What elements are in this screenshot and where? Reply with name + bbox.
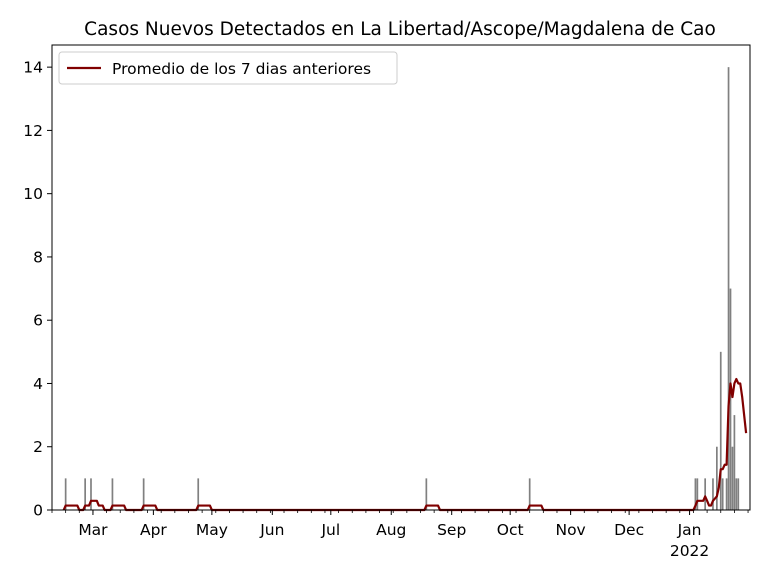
x-tick-label: Aug bbox=[376, 521, 406, 539]
bar bbox=[111, 478, 114, 510]
bar bbox=[90, 478, 92, 510]
y-tick-label: 14 bbox=[23, 59, 43, 77]
x-tick-year-label: 2022 bbox=[670, 542, 709, 560]
plot-area bbox=[64, 67, 740, 510]
x-tick-label: Jun bbox=[259, 521, 284, 539]
chart-title: Casos Nuevos Detectados en La Libertad/A… bbox=[84, 19, 716, 40]
x-axis: Mar Apr May Jun Jul Aug Sep Oct Nov Dec Jan 2022 bbox=[51, 510, 749, 560]
legend-label: Promedio de los 7 dias anteriores bbox=[112, 60, 371, 78]
bar bbox=[737, 478, 740, 510]
bar bbox=[735, 478, 738, 510]
bar bbox=[704, 478, 707, 510]
x-tick-label: Jul bbox=[320, 521, 340, 539]
bar bbox=[528, 478, 531, 510]
x-tick-label: Oct bbox=[497, 521, 524, 539]
bar bbox=[725, 478, 728, 510]
bar bbox=[64, 478, 67, 510]
x-tick-label: Dec bbox=[614, 521, 644, 539]
bar bbox=[142, 478, 145, 510]
x-tick-label: Sep bbox=[437, 521, 466, 539]
bar bbox=[716, 446, 718, 510]
y-tick-label: 12 bbox=[23, 122, 43, 140]
bar bbox=[425, 478, 428, 510]
x-tick-label: May bbox=[196, 521, 228, 539]
legend: Promedio de los 7 dias anteriores bbox=[58, 51, 398, 85]
bar bbox=[731, 446, 734, 510]
axes-frame bbox=[51, 44, 751, 511]
bar bbox=[694, 478, 697, 510]
y-axis: 0 2 4 6 8 10 12 14 bbox=[23, 59, 52, 520]
bar bbox=[197, 478, 200, 510]
y-tick-label: 8 bbox=[33, 248, 43, 266]
x-tick-label: Jan bbox=[677, 521, 702, 539]
y-tick-label: 10 bbox=[23, 185, 43, 203]
y-tick-label: 4 bbox=[33, 375, 43, 393]
bar bbox=[727, 67, 730, 510]
x-tick-label: Mar bbox=[78, 521, 108, 539]
legend-box bbox=[58, 51, 398, 85]
y-tick-label: 2 bbox=[33, 438, 43, 456]
y-tick-label: 0 bbox=[33, 502, 43, 520]
y-tick-label: 6 bbox=[33, 312, 43, 330]
bar bbox=[712, 478, 714, 510]
x-tick-label: Apr bbox=[140, 521, 167, 539]
bar bbox=[84, 478, 86, 510]
bar bbox=[719, 351, 722, 510]
bar bbox=[696, 478, 699, 510]
x-tick-label: Nov bbox=[555, 521, 585, 539]
bar bbox=[721, 478, 724, 510]
bar bbox=[733, 415, 736, 510]
bar bbox=[729, 288, 732, 510]
